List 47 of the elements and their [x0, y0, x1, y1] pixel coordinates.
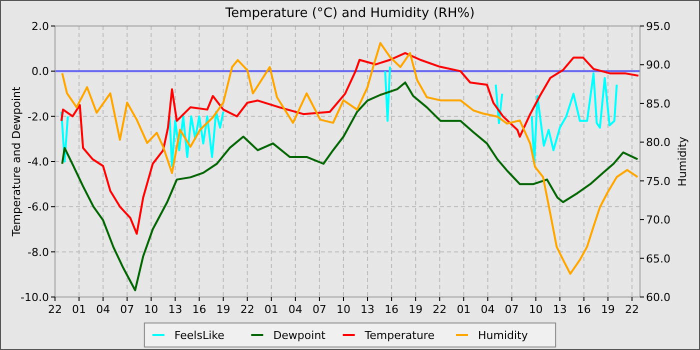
x-tick-label: 13: [360, 303, 375, 316]
x-tick-label: 19: [408, 303, 423, 316]
x-tick-label: 19: [600, 303, 615, 316]
x-tick-label: 04: [96, 303, 110, 316]
y2-tick-label: 85.0: [646, 97, 670, 110]
x-tick-label: 04: [480, 303, 495, 316]
x-tick-label: 04: [288, 303, 302, 316]
x-tick-label: 22: [432, 303, 447, 316]
x-tick-label: 22: [48, 303, 62, 316]
y2-tick-label: 60.0: [646, 291, 670, 304]
x-tick-label: 16: [576, 303, 591, 316]
x-tick-label: 07: [504, 303, 519, 316]
y-tick-label: 2.0: [32, 20, 49, 33]
x-tick-label: 10: [144, 303, 158, 316]
x-tick-label: 10: [336, 303, 350, 316]
y2-tick-label: 80.0: [646, 136, 670, 150]
x-tick-label: 07: [120, 303, 134, 316]
y-tick-label: -8.0: [28, 246, 49, 259]
x-tick-label: 01: [456, 303, 471, 316]
legend-label: Temperature: [364, 329, 435, 342]
y2-tick-label: 65.0: [646, 252, 670, 266]
x-tick-label: 19: [216, 303, 230, 316]
x-tick-label: 16: [192, 303, 206, 316]
x-tick-label: 16: [384, 303, 399, 316]
x-tick-label: 22: [240, 303, 254, 316]
y-tick-label: -2.0: [28, 110, 49, 124]
y2-axis-title: Humidity: [676, 136, 689, 186]
y2-tick-label: 70.0: [646, 214, 670, 227]
legend-label: Humidity: [478, 329, 528, 342]
x-tick-label: 13: [168, 303, 182, 316]
y2-tick-label: 75.0: [646, 174, 670, 188]
x-tick-label: 01: [72, 303, 86, 316]
chart-title: Temperature (°C) and Humidity (RH%): [224, 6, 475, 21]
y-axis-title: Temperature and Dewpoint: [10, 86, 23, 238]
x-tick-label: 10: [528, 303, 543, 316]
x-tick-label: 13: [552, 303, 567, 316]
y-tick-label: -10.0: [20, 291, 49, 304]
y2-tick-label: 90.0: [646, 58, 670, 72]
legend-label: FeelsLike: [174, 329, 225, 342]
y2-tick-label: 95.0: [646, 20, 670, 33]
x-tick-label: 07: [312, 303, 326, 316]
y-tick-label: -6.0: [28, 200, 49, 214]
legend-label: Dewpoint: [273, 329, 326, 342]
x-tick-label: 22: [624, 303, 639, 316]
y-tick-label: -4.0: [28, 156, 49, 168]
x-tick-label: 01: [264, 303, 278, 316]
y-tick-label: 0.0: [32, 65, 49, 78]
